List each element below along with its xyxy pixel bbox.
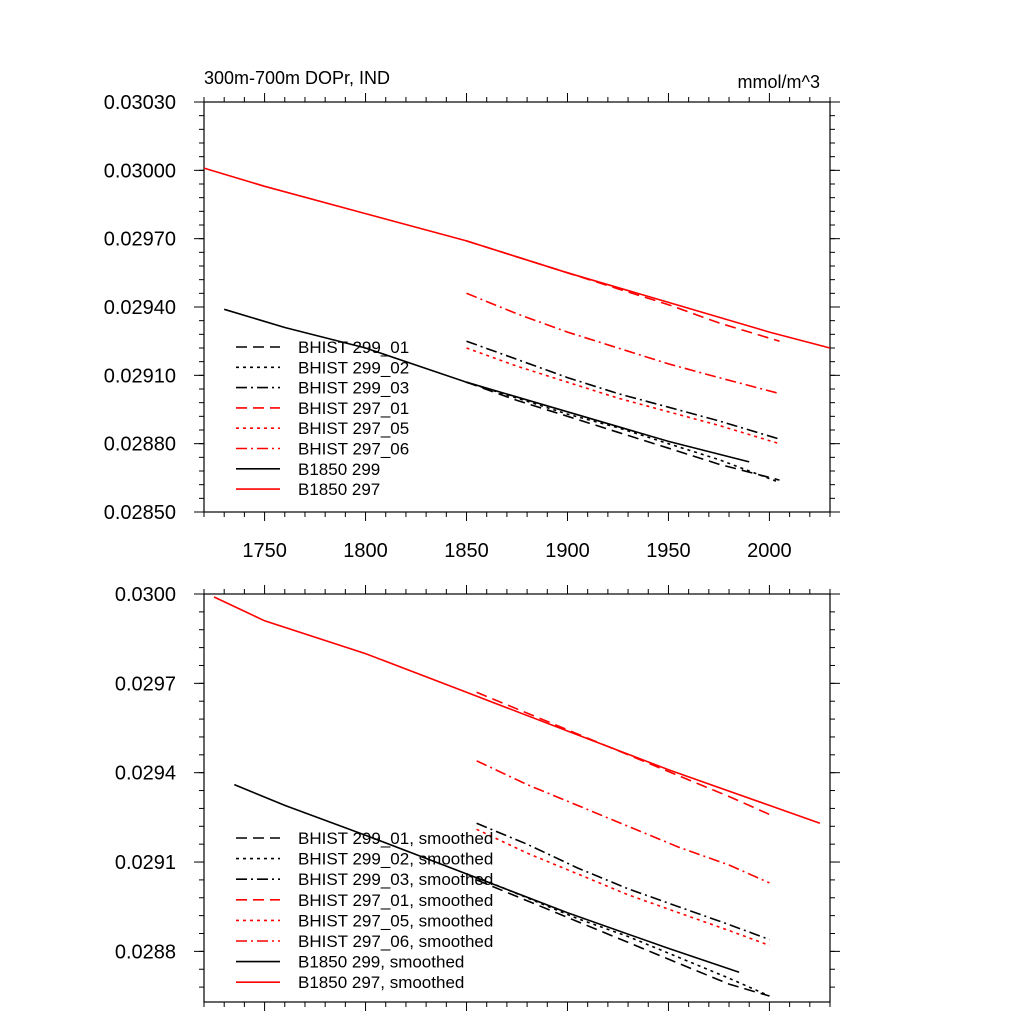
x-tick-label: 1800 bbox=[343, 540, 388, 562]
legend-label: BHIST 299_02 bbox=[298, 358, 409, 377]
legend-label: BHIST 297_01, smoothed bbox=[298, 891, 493, 910]
x-tick-label: 1850 bbox=[444, 540, 489, 562]
series-line bbox=[476, 691, 770, 816]
y-tick-label: 0.0297 bbox=[115, 673, 176, 695]
series-line bbox=[476, 822, 770, 941]
legend-label: BHIST 297_05, smoothed bbox=[298, 911, 493, 930]
x-tick-label: 1950 bbox=[646, 540, 691, 562]
y-tick-label: 0.0300 bbox=[115, 584, 176, 606]
y-tick-label: 0.02970 bbox=[104, 229, 176, 251]
legend-label: BHIST 297_06 bbox=[298, 440, 409, 459]
series-line bbox=[466, 292, 780, 395]
top-series-lines bbox=[203, 167, 831, 484]
legend-label: BHIST 299_03 bbox=[298, 379, 409, 398]
y-tick-label: 0.02850 bbox=[104, 502, 176, 524]
y-tick-label: 0.02880 bbox=[104, 434, 176, 456]
legend-label: BHIST 299_01 bbox=[298, 338, 409, 357]
series-line bbox=[476, 760, 770, 884]
units-label: mmol/m^3 bbox=[738, 72, 820, 92]
bottom-series-lines bbox=[213, 596, 821, 997]
series-line bbox=[476, 879, 770, 997]
series-line bbox=[203, 167, 831, 349]
x-tick-label: 1750 bbox=[242, 540, 287, 562]
legend-label: BHIST 297_01 bbox=[298, 399, 409, 418]
legend-label: BHIST 297_06, smoothed bbox=[298, 932, 493, 951]
legend-label: B1850 297, smoothed bbox=[298, 973, 464, 992]
y-tick-label: 0.02940 bbox=[104, 297, 176, 319]
series-line bbox=[476, 876, 770, 997]
series-line bbox=[233, 783, 740, 973]
y-tick-label: 0.0288 bbox=[115, 941, 176, 963]
legend-label: BHIST 299_02, smoothed bbox=[298, 850, 493, 869]
series-line bbox=[476, 828, 770, 947]
series-line bbox=[213, 596, 821, 825]
legend-label: B1850 299 bbox=[298, 460, 380, 479]
legend-label: BHIST 299_03, smoothed bbox=[298, 870, 493, 889]
series-line bbox=[466, 340, 780, 440]
bottom-axes: 0.0288 0.0291 0.0294 0.0297 0.0300 bbox=[115, 584, 840, 1011]
bottom-legend: BHIST 299_01, smoothed BHIST 299_02, smoo… bbox=[236, 829, 493, 992]
chart-title: 300m-700m DOPr, IND bbox=[204, 68, 390, 88]
plot-frame bbox=[203, 593, 831, 1003]
series-line bbox=[466, 381, 780, 481]
x-tick-label: 2000 bbox=[747, 540, 792, 562]
y-tick-label: 0.0291 bbox=[115, 852, 176, 874]
legend-label: B1850 297 bbox=[298, 480, 380, 499]
y-tick-label: 0.03030 bbox=[104, 92, 176, 114]
legend-label: B1850 299, smoothed bbox=[298, 953, 464, 972]
bottom-panel: 0.0288 0.0291 0.0294 0.0297 0.0300 BHIST 299… bbox=[115, 584, 840, 1011]
top-panel: 300m-700m DOPr, IND mmol/m^3 1750 1800 185… bbox=[104, 68, 840, 562]
legend-label: BHIST 299_01, smoothed bbox=[298, 829, 493, 848]
top-axes: 1750 1800 1850 1900 1950 2000 0.02850 0.02880 0.… bbox=[104, 92, 840, 562]
x-tick-label: 1900 bbox=[545, 540, 590, 562]
y-tick-label: 0.0294 bbox=[115, 763, 176, 785]
legend-label: BHIST 297_05 bbox=[298, 419, 409, 438]
series-line bbox=[223, 308, 750, 463]
y-tick-label: 0.02910 bbox=[104, 365, 176, 387]
y-tick-label: 0.03000 bbox=[104, 160, 176, 182]
